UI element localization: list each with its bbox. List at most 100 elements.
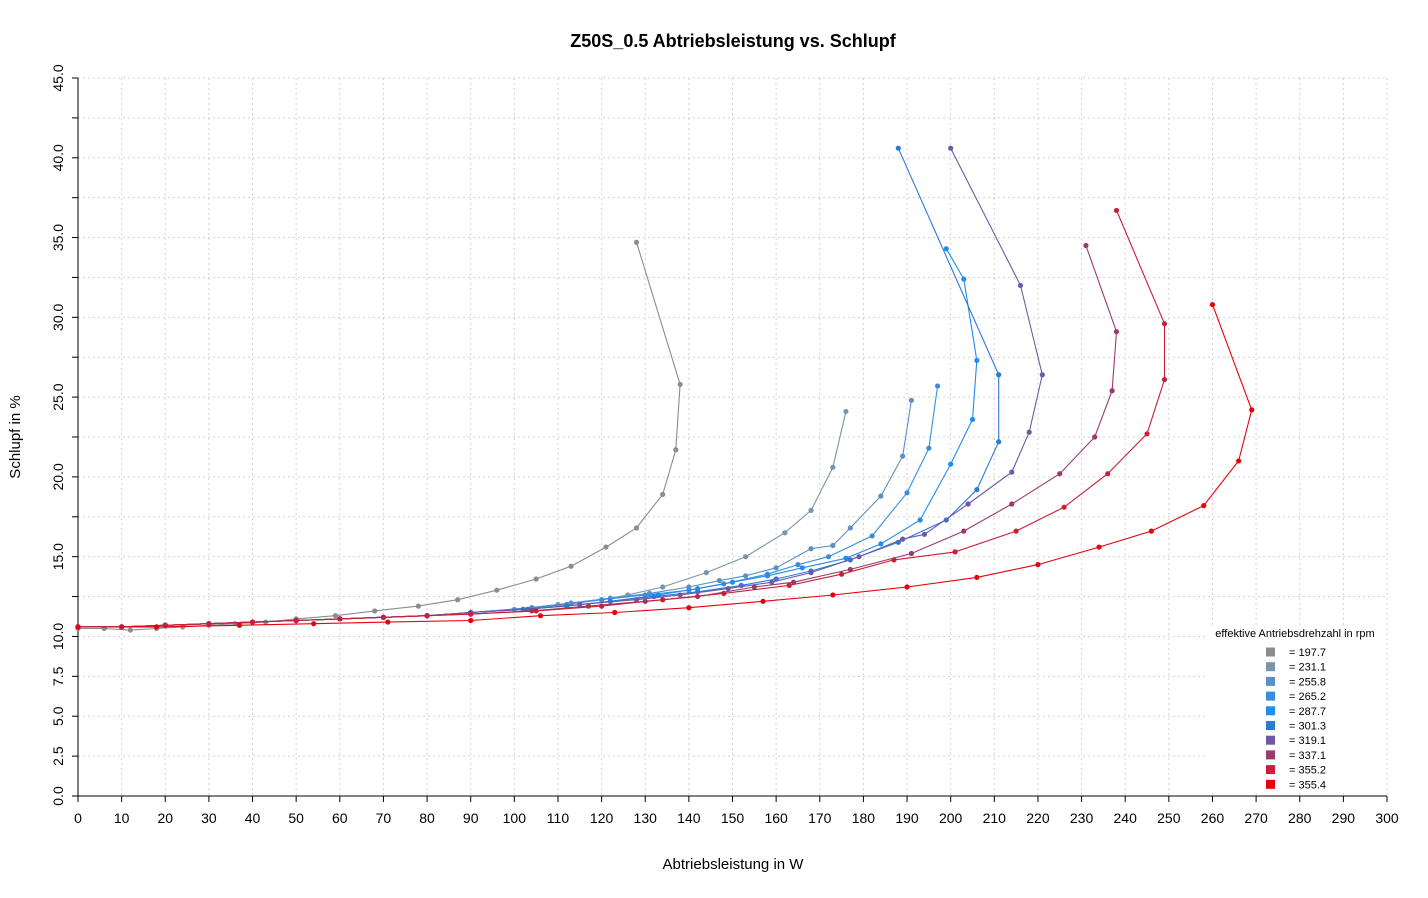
legend-swatch bbox=[1266, 721, 1275, 730]
x-tick-label: 190 bbox=[895, 810, 919, 826]
data-point bbox=[1161, 321, 1168, 327]
y-tick-label: 7.5 bbox=[50, 666, 66, 686]
data-point bbox=[1009, 501, 1015, 507]
data-point bbox=[742, 554, 749, 560]
y-tick-label: 20.0 bbox=[50, 463, 66, 490]
series-layer bbox=[75, 145, 1255, 633]
data-point bbox=[577, 601, 583, 608]
x-tick-label: 10 bbox=[114, 810, 130, 826]
data-point bbox=[1061, 504, 1067, 510]
data-point bbox=[1105, 471, 1111, 477]
data-point bbox=[686, 605, 692, 611]
series-line bbox=[78, 400, 912, 628]
data-point bbox=[790, 579, 797, 585]
x-tick-label: 220 bbox=[1026, 810, 1050, 826]
x-tick-label: 200 bbox=[939, 810, 963, 826]
legend-background bbox=[1205, 626, 1385, 792]
legend-label: = 231.1 bbox=[1289, 662, 1326, 674]
legend: effektive Antriebsdrehzahl in rpm = 197.… bbox=[1205, 626, 1385, 792]
data-point bbox=[1249, 407, 1255, 413]
data-point bbox=[900, 536, 906, 542]
legend-swatch bbox=[1266, 706, 1275, 716]
x-tick-label: 120 bbox=[590, 810, 614, 826]
data-point bbox=[856, 554, 862, 560]
data-point bbox=[721, 590, 727, 596]
data-point bbox=[332, 613, 339, 619]
data-point bbox=[568, 563, 574, 569]
x-tick-label: 150 bbox=[721, 810, 745, 826]
legend-swatch bbox=[1266, 647, 1275, 657]
data-point bbox=[599, 597, 605, 603]
data-point bbox=[1035, 562, 1041, 568]
data-point bbox=[533, 576, 539, 582]
legend-swatch bbox=[1266, 765, 1275, 775]
data-point bbox=[673, 447, 679, 453]
data-point bbox=[127, 627, 133, 633]
data-point bbox=[694, 589, 701, 595]
data-point bbox=[468, 617, 474, 624]
x-tick-label: 170 bbox=[808, 810, 832, 826]
data-point bbox=[1113, 207, 1120, 214]
y-tick-label: 15.0 bbox=[50, 543, 66, 570]
y-tick-label: 45.0 bbox=[50, 64, 66, 91]
y-tick-label: 25.0 bbox=[50, 383, 66, 410]
data-point bbox=[337, 616, 343, 622]
data-point bbox=[891, 557, 897, 563]
x-tick-label: 260 bbox=[1201, 810, 1225, 826]
data-point bbox=[900, 453, 906, 459]
data-point bbox=[75, 624, 81, 630]
data-point bbox=[904, 490, 910, 496]
data-point bbox=[830, 464, 836, 470]
data-point bbox=[948, 145, 954, 151]
legend-label: = 197.7 bbox=[1289, 647, 1326, 659]
data-point bbox=[921, 531, 928, 537]
series-line bbox=[78, 242, 681, 631]
data-point bbox=[612, 609, 618, 616]
x-tick-label: 100 bbox=[503, 810, 527, 826]
data-point bbox=[904, 584, 910, 590]
data-point bbox=[585, 603, 592, 609]
y-axis-label: Schlupf in % bbox=[7, 395, 24, 478]
legend-label: = 255.8 bbox=[1289, 676, 1326, 688]
data-point bbox=[372, 608, 378, 614]
x-tick-label: 40 bbox=[245, 810, 261, 826]
series-line bbox=[78, 385, 939, 628]
data-point bbox=[830, 592, 836, 598]
data-point bbox=[948, 461, 954, 467]
legend-label: = 265.2 bbox=[1289, 691, 1326, 703]
data-point bbox=[961, 276, 967, 282]
data-point bbox=[974, 357, 980, 364]
data-point bbox=[996, 439, 1002, 445]
data-point bbox=[869, 533, 875, 539]
y-tick-label: 40.0 bbox=[50, 144, 66, 171]
x-tick-label: 180 bbox=[852, 810, 876, 826]
data-point bbox=[996, 372, 1002, 378]
legend-label: = 301.3 bbox=[1289, 721, 1326, 733]
data-point bbox=[769, 579, 775, 585]
data-point bbox=[1013, 528, 1019, 534]
data-point bbox=[847, 566, 853, 573]
data-point bbox=[533, 608, 539, 614]
data-point bbox=[934, 383, 941, 389]
y-axis-ticks: 0.0 2.5 5.0 7.5 10.0 15.0 20.0 25.0 30.0 35.0 40.0… bbox=[50, 64, 78, 806]
legend-swatch bbox=[1266, 735, 1275, 745]
data-point bbox=[1209, 301, 1216, 308]
y-tick-label: 2.5 bbox=[50, 746, 66, 766]
data-point bbox=[895, 145, 901, 151]
data-point bbox=[1083, 242, 1089, 249]
x-tick-label: 110 bbox=[547, 810, 570, 826]
data-point bbox=[311, 621, 317, 627]
series-line bbox=[78, 304, 1253, 628]
x-tick-label: 210 bbox=[983, 810, 1007, 826]
data-point bbox=[1236, 458, 1242, 464]
data-point bbox=[633, 597, 640, 603]
x-tick-label: 240 bbox=[1114, 810, 1138, 826]
data-point bbox=[1144, 431, 1150, 437]
series-line bbox=[78, 411, 847, 628]
x-tick-label: 30 bbox=[201, 810, 217, 826]
series-8 bbox=[75, 242, 1120, 630]
data-point bbox=[843, 408, 849, 415]
data-point bbox=[786, 582, 792, 588]
data-point bbox=[607, 598, 613, 604]
